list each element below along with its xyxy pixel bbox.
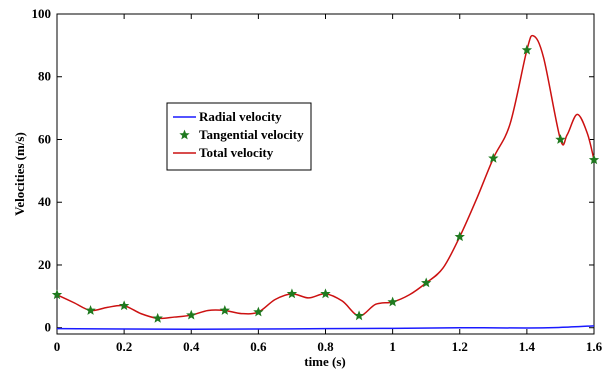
y-tick-label: 60 — [38, 131, 51, 146]
legend-label-tangential: Tangential velocity — [199, 127, 304, 142]
series-layer — [51, 34, 600, 331]
x-tick-label: 0.4 — [183, 339, 200, 354]
y-tick-label: 40 — [38, 194, 51, 209]
tangential-point — [320, 288, 331, 299]
tangential-point — [219, 305, 230, 315]
tangential-point — [588, 154, 600, 165]
tangential-point — [286, 288, 298, 299]
tangential-point — [118, 300, 130, 311]
legend-box — [166, 102, 312, 171]
series-line-radial — [56, 325, 595, 331]
tangential-point — [186, 309, 197, 320]
tangential-point — [152, 312, 163, 323]
tangential-point — [253, 306, 264, 317]
tangential-point — [488, 152, 499, 163]
x-tick-label: 0.6 — [250, 339, 267, 354]
tangential-point — [353, 310, 365, 321]
y-tick-label: 100 — [32, 6, 52, 21]
y-axis-label: Velocities (m/s) — [12, 132, 27, 216]
x-tick-label: 0.2 — [116, 339, 132, 354]
tangential-point — [85, 305, 96, 315]
legend-label-total: Total velocity — [199, 145, 274, 160]
x-axis-label: time (s) — [304, 354, 346, 369]
tangential-point — [51, 289, 63, 300]
y-axis-ticks: 0 20 40 60 80 100 — [32, 6, 594, 335]
tangential-point — [421, 277, 432, 288]
tangential-point — [387, 296, 398, 307]
y-tick-label: 0 — [45, 320, 52, 335]
x-tick-label: 1.2 — [452, 339, 468, 354]
x-axis-ticks: 0 0.2 0.4 0.6 0.8 1 1.2 1.4 1.6 — [54, 14, 603, 354]
tangential-point — [454, 231, 465, 242]
tangential-point — [555, 134, 566, 144]
legend-label-radial: Radial velocity — [199, 109, 282, 124]
y-tick-label: 80 — [38, 69, 51, 84]
plot-area — [56, 13, 595, 335]
tangential-point — [521, 44, 533, 55]
y-tick-label: 20 — [38, 257, 51, 272]
legend: Radial velocity Tangential velocity Tota… — [166, 102, 312, 171]
x-tick-label: 1.4 — [519, 339, 536, 354]
x-tick-label: 1.6 — [586, 339, 603, 354]
legend-swatch-tangential — [179, 129, 190, 140]
x-tick-label: 0 — [54, 339, 61, 354]
x-tick-label: 0.8 — [317, 339, 334, 354]
x-tick-label: 1 — [389, 339, 396, 354]
